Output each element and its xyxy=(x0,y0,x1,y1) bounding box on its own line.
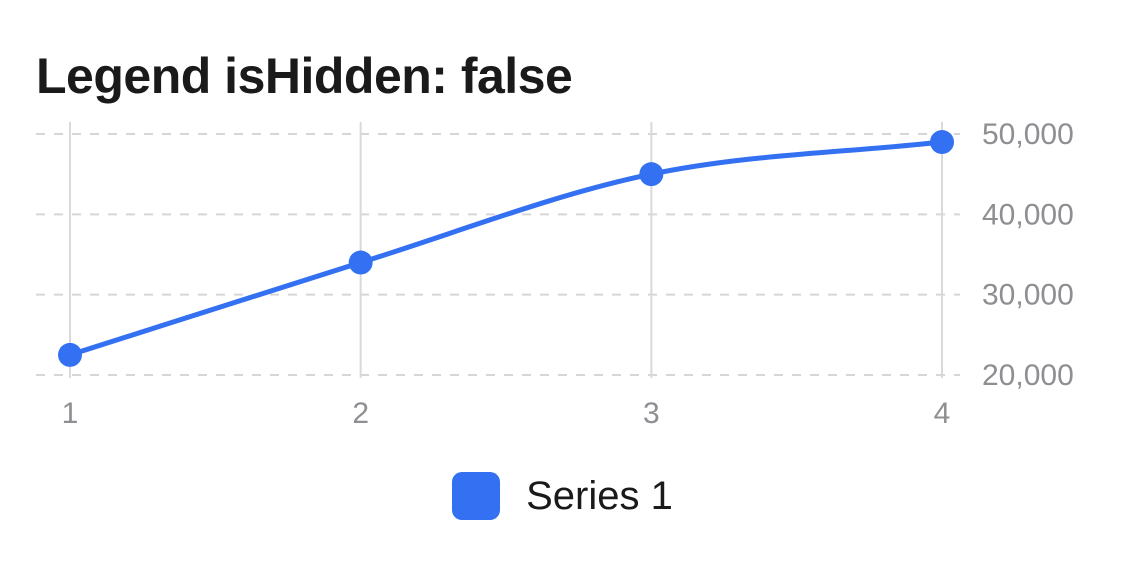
data-point-1-4 xyxy=(930,130,954,155)
y-axis-tick-labels: 20,000 30,000 40,000 50,000 xyxy=(982,118,1074,392)
y-tick-label-20000: 20,000 xyxy=(982,359,1074,392)
data-point-1-1 xyxy=(58,342,82,367)
x-axis-tick-labels: 1 2 3 4 xyxy=(62,397,951,430)
legend: Series 1 xyxy=(0,472,1125,520)
x-tick-label-2: 2 xyxy=(352,397,369,430)
x-tick-label-1: 1 xyxy=(62,397,79,430)
chart-title: Legend isHidden: false xyxy=(36,48,573,104)
legend-label: Series 1 xyxy=(526,473,673,518)
x-tick-label-4: 4 xyxy=(934,397,951,430)
y-tick-label-50000: 50,000 xyxy=(982,118,1074,151)
legend-item-series-1[interactable]: Series 1 xyxy=(452,472,673,520)
data-point-1-2 xyxy=(348,250,373,275)
x-tick-label-3: 3 xyxy=(643,397,660,430)
data-point-1-3 xyxy=(639,162,664,187)
series-line-1 xyxy=(67,139,945,358)
horizontal-gridlines xyxy=(36,133,960,376)
y-tick-label-30000: 30,000 xyxy=(982,279,1074,312)
series-points xyxy=(58,130,954,367)
vertical-gridlines xyxy=(69,122,943,378)
legend-swatch xyxy=(452,472,501,520)
series-lines xyxy=(67,139,945,358)
y-tick-label-40000: 40,000 xyxy=(982,198,1074,231)
line-chart: 20,000 30,000 40,000 50,000 1 2 3 4 xyxy=(36,118,1074,430)
